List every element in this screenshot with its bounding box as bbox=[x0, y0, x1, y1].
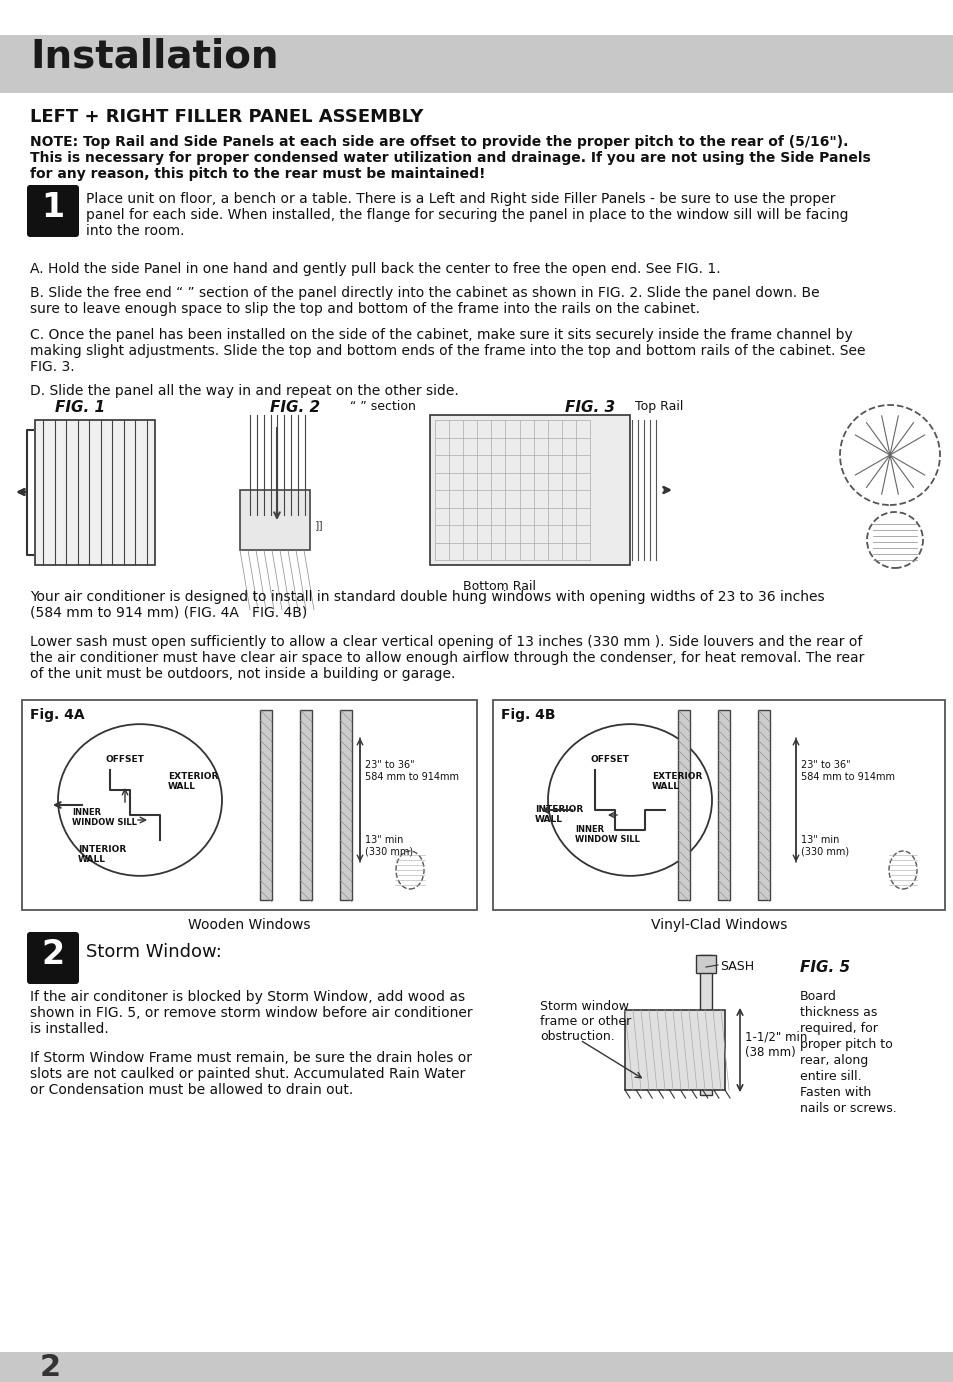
Text: is installed.: is installed. bbox=[30, 1023, 109, 1036]
Text: required, for: required, for bbox=[800, 1023, 877, 1035]
Bar bbox=[624, 1010, 724, 1090]
Text: 2: 2 bbox=[41, 938, 65, 972]
Ellipse shape bbox=[888, 851, 916, 889]
Text: (584 mm to 914 mm) (FIG. 4A   FIG. 4B): (584 mm to 914 mm) (FIG. 4A FIG. 4B) bbox=[30, 605, 307, 621]
Bar bbox=[240, 491, 310, 550]
Ellipse shape bbox=[395, 851, 423, 889]
Text: rear, along: rear, along bbox=[800, 1054, 867, 1067]
Text: Bottom Rail: Bottom Rail bbox=[463, 580, 536, 593]
Text: OFFSET: OFFSET bbox=[106, 755, 144, 764]
Text: Place unit on floor, a bench or a table. There is a Left and Right side Filler P: Place unit on floor, a bench or a table.… bbox=[86, 192, 835, 206]
Text: “ ” section: “ ” section bbox=[350, 399, 416, 413]
Text: 13" min
(330 mm): 13" min (330 mm) bbox=[365, 835, 413, 857]
Text: sure to leave enough space to slip the top and bottom of the frame into the rail: sure to leave enough space to slip the t… bbox=[30, 303, 700, 316]
Ellipse shape bbox=[547, 724, 711, 876]
Bar bbox=[700, 955, 711, 1095]
Text: Storm window
frame or other
obstruction.: Storm window frame or other obstruction. bbox=[539, 1001, 631, 1043]
Bar bbox=[493, 701, 944, 909]
Text: EXTERIOR
WALL: EXTERIOR WALL bbox=[651, 773, 701, 792]
Text: Top Rail: Top Rail bbox=[635, 399, 682, 413]
Bar bbox=[260, 710, 272, 900]
Text: INNER
WINDOW SILL: INNER WINDOW SILL bbox=[575, 825, 639, 844]
Text: 23" to 36"
584 mm to 914mm: 23" to 36" 584 mm to 914mm bbox=[801, 760, 894, 782]
Bar bbox=[696, 955, 716, 973]
Text: Fasten with: Fasten with bbox=[800, 1086, 870, 1099]
Text: INTERIOR
WALL: INTERIOR WALL bbox=[535, 804, 582, 825]
Text: If Storm Window Frame must remain, be sure the drain holes or: If Storm Window Frame must remain, be su… bbox=[30, 1050, 472, 1064]
Text: Board: Board bbox=[800, 990, 836, 1003]
Bar bbox=[35, 420, 154, 565]
Text: FIG. 1: FIG. 1 bbox=[55, 399, 105, 415]
Text: shown in FIG. 5, or remove storm window before air conditioner: shown in FIG. 5, or remove storm window … bbox=[30, 1006, 472, 1020]
Text: for any reason, this pitch to the rear must be maintained!: for any reason, this pitch to the rear m… bbox=[30, 167, 485, 181]
Text: If the air conditoner is blocked by Storm Window, add wood as: If the air conditoner is blocked by Stor… bbox=[30, 990, 465, 1003]
Text: EXTERIOR
WALL: EXTERIOR WALL bbox=[168, 773, 218, 792]
Text: Fig. 4A: Fig. 4A bbox=[30, 708, 85, 721]
Text: 1-1/2" min
(38 mm): 1-1/2" min (38 mm) bbox=[744, 1031, 806, 1059]
FancyBboxPatch shape bbox=[27, 185, 79, 236]
Bar bbox=[22, 701, 476, 909]
Text: Installation: Installation bbox=[30, 37, 278, 75]
Text: INNER
WINDOW SILL: INNER WINDOW SILL bbox=[71, 808, 136, 828]
Text: the air conditioner must have clear air space to allow enough airflow through th: the air conditioner must have clear air … bbox=[30, 651, 863, 665]
Text: into the room.: into the room. bbox=[86, 224, 184, 238]
Text: Fig. 4B: Fig. 4B bbox=[500, 708, 555, 721]
Text: proper pitch to: proper pitch to bbox=[800, 1038, 892, 1050]
Text: 1: 1 bbox=[41, 191, 65, 224]
Text: Your air conditioner is designed to install in standard double hung windows with: Your air conditioner is designed to inst… bbox=[30, 590, 823, 604]
Text: NOTE: Top Rail and Side Panels at each side are offset to provide the proper pit: NOTE: Top Rail and Side Panels at each s… bbox=[30, 135, 847, 149]
Text: slots are not caulked or painted shut. Accumulated Rain Water: slots are not caulked or painted shut. A… bbox=[30, 1067, 465, 1081]
Circle shape bbox=[866, 511, 923, 568]
Bar bbox=[0, 1352, 953, 1382]
Bar bbox=[758, 710, 769, 900]
Text: Wooden Windows: Wooden Windows bbox=[188, 918, 310, 931]
Text: Lower sash must open sufficiently to allow a clear vertical opening of 13 inches: Lower sash must open sufficiently to all… bbox=[30, 634, 862, 648]
Text: Vinyl-Clad Windows: Vinyl-Clad Windows bbox=[650, 918, 786, 931]
Text: LEFT + RIGHT FILLER PANEL ASSEMBLY: LEFT + RIGHT FILLER PANEL ASSEMBLY bbox=[30, 108, 423, 126]
Text: entire sill.: entire sill. bbox=[800, 1070, 861, 1083]
Text: ]]: ]] bbox=[314, 520, 323, 531]
Text: of the unit must be outdoors, not inside a building or garage.: of the unit must be outdoors, not inside… bbox=[30, 666, 455, 681]
Text: FIG. 2: FIG. 2 bbox=[270, 399, 319, 415]
Bar bbox=[678, 710, 689, 900]
Text: thickness as: thickness as bbox=[800, 1006, 877, 1019]
Ellipse shape bbox=[58, 724, 222, 876]
Text: C. Once the panel has been installed on the side of the cabinet, make sure it si: C. Once the panel has been installed on … bbox=[30, 328, 852, 341]
Text: 2: 2 bbox=[40, 1353, 61, 1382]
Text: D. Slide the panel all the way in and repeat on the other side.: D. Slide the panel all the way in and re… bbox=[30, 384, 458, 398]
Text: OFFSET: OFFSET bbox=[590, 755, 629, 764]
Text: A. Hold the side Panel in one hand and gently pull back the center to free the o: A. Hold the side Panel in one hand and g… bbox=[30, 263, 720, 276]
Circle shape bbox=[840, 405, 939, 504]
Text: INTERIOR
WALL: INTERIOR WALL bbox=[78, 844, 126, 864]
Bar bbox=[299, 710, 312, 900]
Text: FIG. 5: FIG. 5 bbox=[800, 960, 849, 974]
Text: nails or screws.: nails or screws. bbox=[800, 1101, 896, 1115]
Text: FIG. 3.: FIG. 3. bbox=[30, 359, 74, 373]
FancyBboxPatch shape bbox=[27, 931, 79, 984]
Text: This is necessary for proper condensed water utilization and drainage. If you ar: This is necessary for proper condensed w… bbox=[30, 151, 870, 164]
Text: or Condensation must be allowed to drain out.: or Condensation must be allowed to drain… bbox=[30, 1083, 353, 1097]
Text: B. Slide the free end “ ” section of the panel directly into the cabinet as show: B. Slide the free end “ ” section of the… bbox=[30, 286, 819, 300]
Text: making slight adjustments. Slide the top and bottom ends of the frame into the t: making slight adjustments. Slide the top… bbox=[30, 344, 864, 358]
Bar bbox=[430, 415, 629, 565]
Text: 13" min
(330 mm): 13" min (330 mm) bbox=[801, 835, 848, 857]
Bar bbox=[718, 710, 729, 900]
Text: FIG. 3: FIG. 3 bbox=[564, 399, 615, 415]
Text: Storm Window:: Storm Window: bbox=[86, 943, 222, 960]
Bar bbox=[0, 35, 953, 93]
Text: 23" to 36"
584 mm to 914mm: 23" to 36" 584 mm to 914mm bbox=[365, 760, 458, 782]
Text: SASH: SASH bbox=[720, 960, 753, 973]
Bar bbox=[339, 710, 352, 900]
Bar bbox=[0, 1352, 953, 1382]
Text: panel for each side. When installed, the flange for securing the panel in place : panel for each side. When installed, the… bbox=[86, 209, 847, 223]
